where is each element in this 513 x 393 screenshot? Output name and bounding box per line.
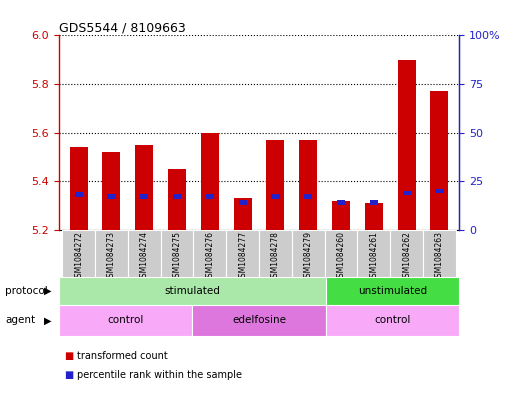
Bar: [398, 60, 416, 230]
Bar: [135, 145, 153, 230]
Bar: [70, 147, 88, 230]
Bar: [259, 230, 292, 277]
Text: GSM1084262: GSM1084262: [402, 231, 411, 282]
Bar: [292, 230, 325, 277]
Text: GSM1084275: GSM1084275: [172, 231, 182, 282]
Bar: [226, 230, 259, 277]
Bar: [107, 195, 115, 199]
Text: unstimulated: unstimulated: [358, 286, 427, 296]
Bar: [299, 140, 317, 230]
Bar: [192, 305, 326, 336]
Bar: [103, 152, 121, 230]
Text: control: control: [108, 315, 144, 325]
Bar: [140, 195, 148, 199]
Text: GSM1084274: GSM1084274: [140, 231, 149, 282]
Text: protocol: protocol: [5, 286, 48, 296]
Bar: [266, 140, 285, 230]
Bar: [271, 195, 280, 199]
Text: GSM1084272: GSM1084272: [74, 231, 83, 282]
Text: GSM1084261: GSM1084261: [369, 231, 379, 282]
Bar: [390, 230, 423, 277]
Text: ■: ■: [64, 370, 73, 380]
Bar: [128, 230, 161, 277]
Text: edelfosine: edelfosine: [232, 315, 286, 325]
Bar: [436, 189, 444, 193]
Bar: [304, 195, 312, 199]
Bar: [62, 230, 95, 277]
Text: control: control: [374, 315, 410, 325]
Bar: [59, 277, 326, 305]
Bar: [430, 91, 448, 230]
Text: GSM1084276: GSM1084276: [205, 231, 214, 282]
Text: GSM1084277: GSM1084277: [238, 231, 247, 282]
Bar: [325, 230, 358, 277]
Text: ▶: ▶: [44, 315, 51, 325]
Text: ▶: ▶: [44, 286, 51, 296]
Text: percentile rank within the sample: percentile rank within the sample: [77, 370, 242, 380]
Bar: [403, 191, 411, 195]
Text: GSM1084263: GSM1084263: [435, 231, 444, 282]
Text: GSM1084260: GSM1084260: [337, 231, 346, 282]
Bar: [161, 230, 193, 277]
Text: agent: agent: [5, 315, 35, 325]
Bar: [370, 200, 378, 205]
Text: ■: ■: [64, 351, 73, 361]
Bar: [332, 201, 350, 230]
Text: stimulated: stimulated: [165, 286, 220, 296]
Bar: [173, 195, 181, 199]
Text: GSM1084273: GSM1084273: [107, 231, 116, 282]
Text: GSM1084278: GSM1084278: [271, 231, 280, 282]
Bar: [201, 133, 219, 230]
Bar: [423, 230, 456, 277]
Bar: [168, 169, 186, 230]
Bar: [206, 195, 214, 199]
Text: GSM1084279: GSM1084279: [304, 231, 313, 282]
Bar: [358, 230, 390, 277]
Bar: [326, 277, 459, 305]
Bar: [365, 203, 383, 230]
Text: GDS5544 / 8109663: GDS5544 / 8109663: [59, 22, 186, 35]
Bar: [326, 305, 459, 336]
Bar: [337, 200, 345, 205]
Bar: [74, 193, 83, 197]
Text: transformed count: transformed count: [77, 351, 168, 361]
Bar: [193, 230, 226, 277]
Bar: [59, 305, 192, 336]
Bar: [233, 198, 252, 230]
Bar: [95, 230, 128, 277]
Bar: [239, 200, 247, 205]
